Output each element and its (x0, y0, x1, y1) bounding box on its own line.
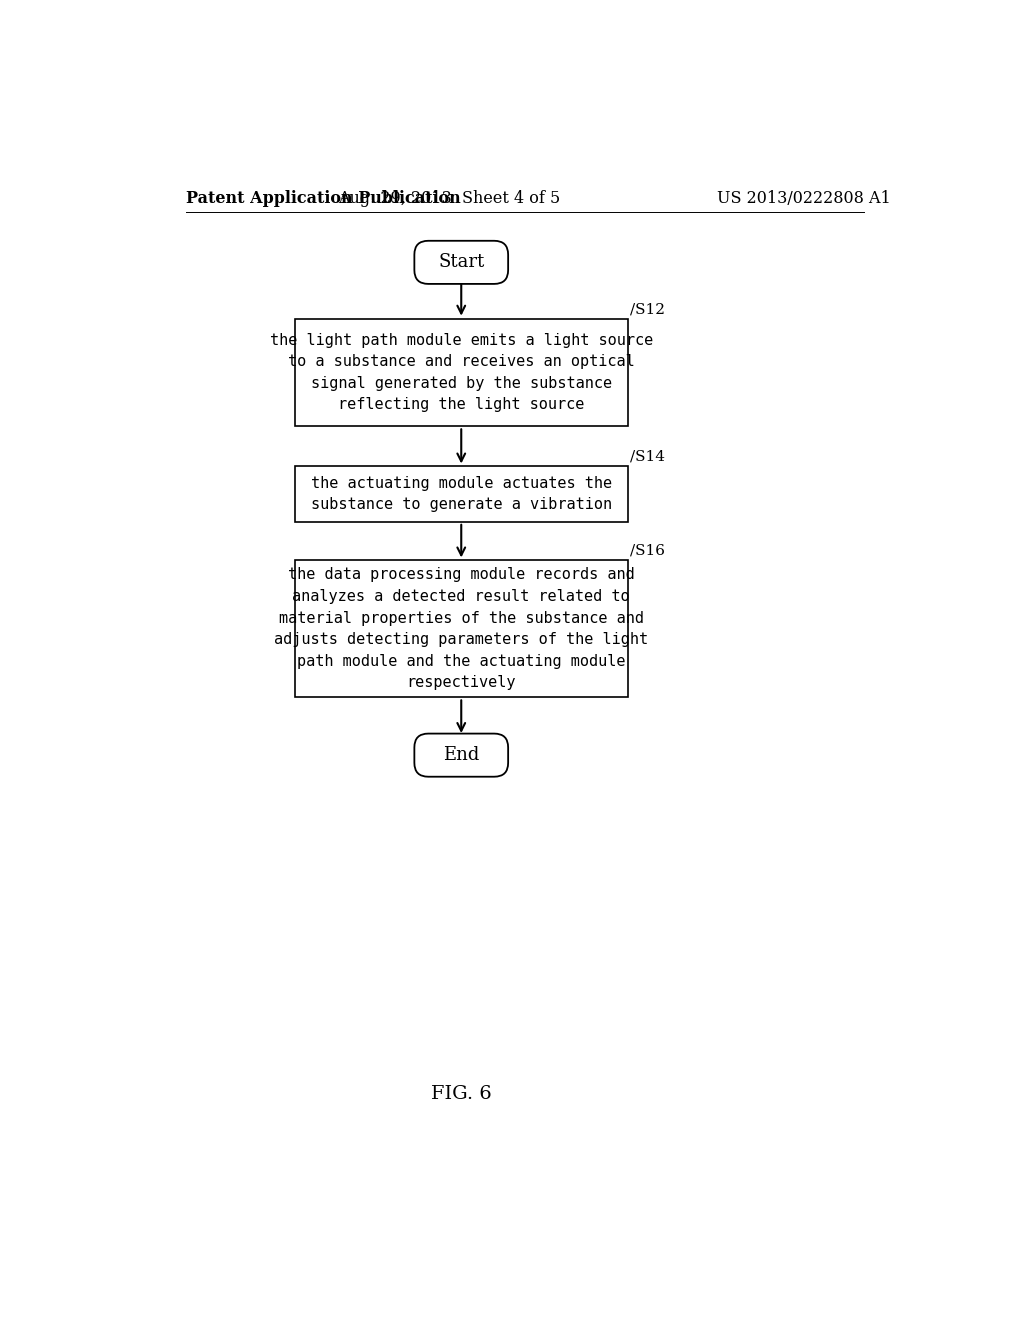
Bar (295, 561, 628, 697)
Bar (295, 466, 628, 521)
Bar (295, 318, 628, 426)
Text: the data processing module records and
analyzes a detected result related to
mat: the data processing module records and a… (274, 568, 648, 690)
Text: FIG. 6: FIG. 6 (431, 1085, 492, 1104)
FancyBboxPatch shape (415, 240, 508, 284)
Text: Aug. 29, 2013  Sheet 4 of 5: Aug. 29, 2013 Sheet 4 of 5 (339, 190, 561, 207)
Text: ∕S16: ∕S16 (630, 544, 666, 558)
Text: Patent Application Publication: Patent Application Publication (186, 190, 461, 207)
Text: the light path module emits a light source
to a substance and receives an optica: the light path module emits a light sour… (269, 333, 653, 412)
FancyBboxPatch shape (415, 734, 508, 776)
Text: ∕S12: ∕S12 (630, 302, 666, 317)
Text: US 2013/0222808 A1: US 2013/0222808 A1 (717, 190, 891, 207)
Text: ∕S14: ∕S14 (630, 450, 666, 465)
Text: the actuating module actuates the
substance to generate a vibration: the actuating module actuates the substa… (310, 475, 611, 512)
Text: Start: Start (438, 253, 484, 272)
Text: End: End (443, 746, 479, 764)
